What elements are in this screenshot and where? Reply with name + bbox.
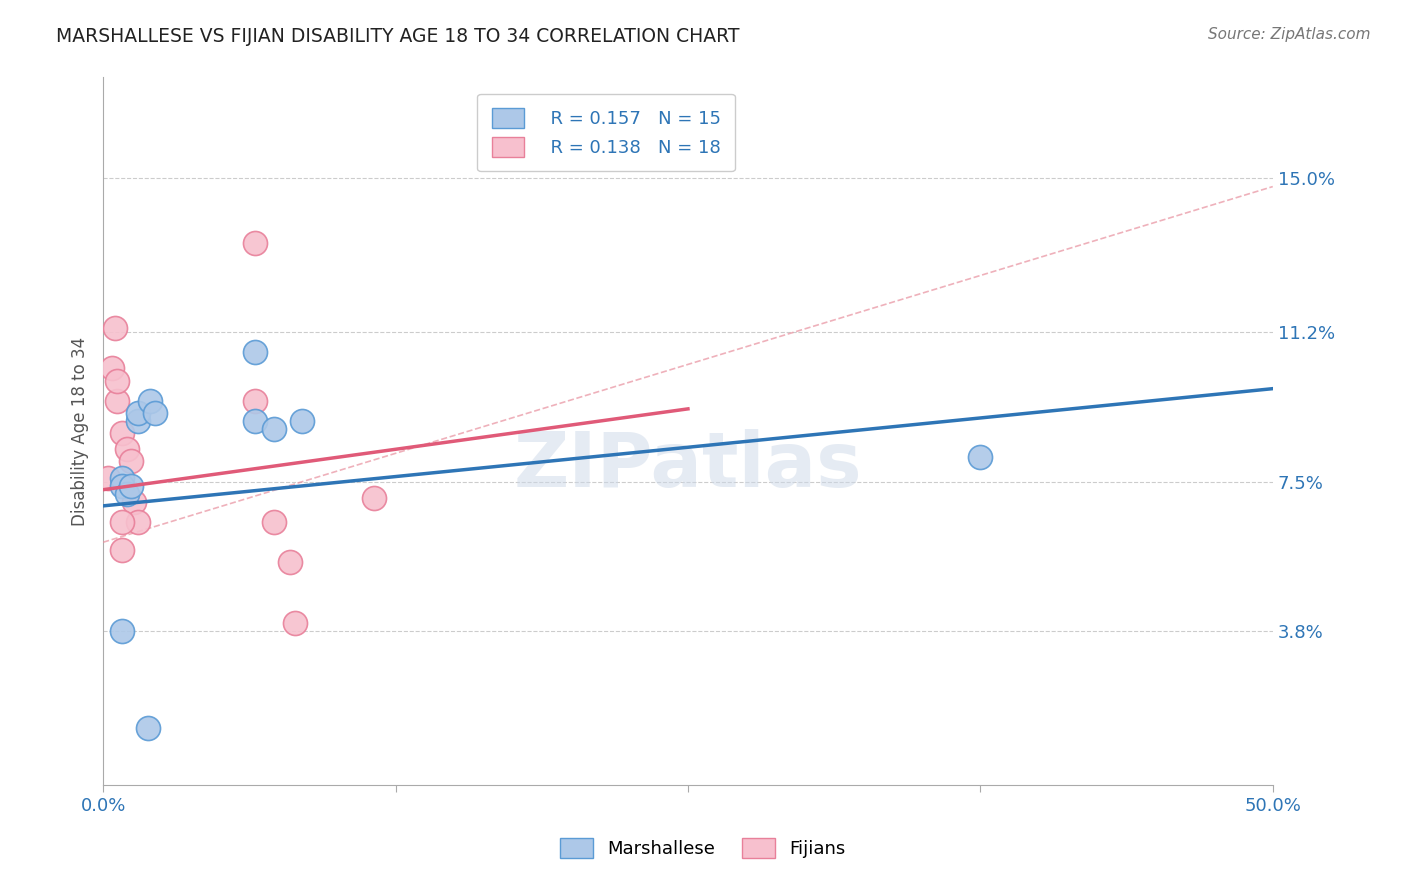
Point (120, 454, 142, 468)
Point (243, 414, 266, 428)
Point (143, 406, 166, 420)
Legend:   R = 0.157   N = 15,   R = 0.138   N = 18: R = 0.157 N = 15, R = 0.138 N = 18 (477, 94, 735, 171)
Point (127, 406, 149, 420)
Text: Source: ZipAtlas.com: Source: ZipAtlas.com (1208, 27, 1371, 42)
Point (120, 478, 142, 492)
Point (969, 450, 991, 465)
Point (139, 393, 162, 408)
Point (363, 491, 385, 505)
Point (263, 515, 285, 529)
Point (243, 393, 266, 408)
Point (101, 361, 124, 376)
Point (136, 721, 159, 735)
Point (111, 624, 134, 639)
Point (97, 470, 120, 484)
Point (111, 478, 134, 492)
Point (122, 495, 145, 509)
Point (243, 345, 266, 359)
Y-axis label: Disability Age 18 to 34: Disability Age 18 to 34 (72, 336, 89, 525)
Point (115, 487, 138, 501)
Text: ZIPatlas: ZIPatlas (513, 429, 862, 503)
Legend: Marshallese, Fijians: Marshallese, Fijians (553, 830, 853, 865)
Point (278, 556, 301, 570)
Point (111, 543, 134, 558)
Point (115, 442, 138, 457)
Point (104, 321, 127, 335)
Point (243, 236, 266, 251)
Point (127, 515, 149, 529)
Point (127, 414, 149, 428)
Text: MARSHALLESE VS FIJIAN DISABILITY AGE 18 TO 34 CORRELATION CHART: MARSHALLESE VS FIJIAN DISABILITY AGE 18 … (56, 27, 740, 45)
Point (111, 470, 134, 484)
Point (111, 515, 134, 529)
Point (284, 616, 307, 631)
Point (263, 422, 285, 436)
Point (111, 426, 134, 441)
Point (291, 414, 314, 428)
Point (105, 393, 128, 408)
Point (105, 374, 128, 388)
